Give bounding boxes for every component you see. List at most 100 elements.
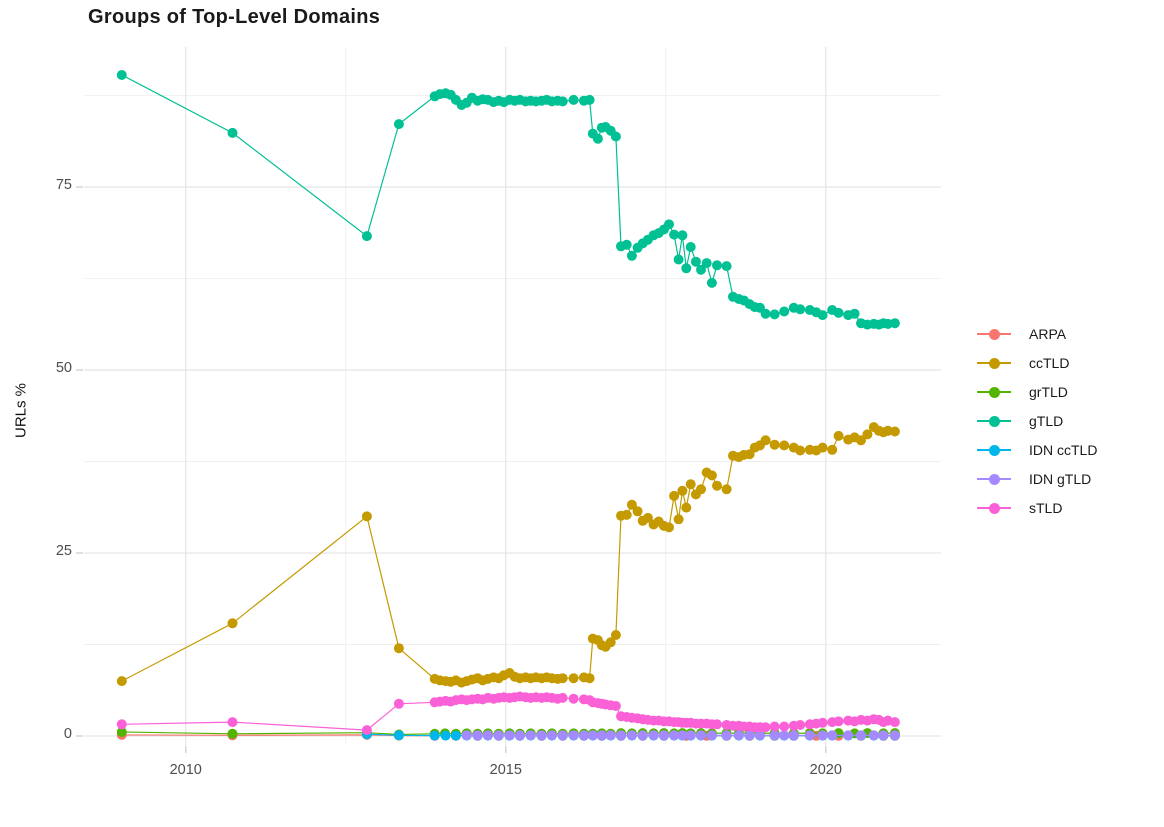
data-point-gtld xyxy=(701,258,712,269)
data-point-cctld xyxy=(817,442,828,453)
data-point-gtld xyxy=(817,310,828,321)
data-point-idn-gtld xyxy=(546,730,557,741)
data-point-cctld xyxy=(621,509,632,520)
legend-label: ARPA xyxy=(1029,325,1067,342)
legend-dot-icon xyxy=(989,502,1000,514)
data-point-stld xyxy=(712,719,722,730)
chart-title: Groups of Top-Level Domains xyxy=(88,6,381,28)
legend-label: gTLD xyxy=(1029,412,1064,429)
data-point-idn-cctld xyxy=(440,730,451,741)
data-point-cctld xyxy=(681,502,692,513)
data-point-gtld xyxy=(849,308,860,319)
data-point-stld xyxy=(610,701,621,711)
data-point-stld xyxy=(393,698,404,709)
data-point-idn-cctld xyxy=(393,730,404,741)
data-point-idn-gtld xyxy=(616,730,626,741)
data-point-idn-gtld xyxy=(733,730,744,741)
data-point-gtld xyxy=(690,256,701,267)
y-axis-title: URLs % xyxy=(12,383,30,439)
series-points-gtld xyxy=(116,70,900,330)
data-point-cctld xyxy=(393,643,404,654)
legend-label: IDN gTLD xyxy=(1029,470,1092,487)
data-point-gtld xyxy=(677,230,688,241)
data-point-cctld xyxy=(856,435,866,446)
legend-dot-icon xyxy=(989,328,1000,340)
legend-dot-icon xyxy=(989,415,1000,427)
data-point-idn-gtld xyxy=(596,730,607,741)
y-tick-label: 0 xyxy=(63,725,72,742)
legend: ARPA ccTLD grTLD gTLD IDN ccTLD IDN gTLD sTLD xyxy=(977,319,1097,522)
legend-label: IDN ccTLD xyxy=(1029,441,1098,458)
data-point-cctld xyxy=(610,630,621,640)
data-point-cctld xyxy=(889,426,900,437)
data-point-cctld xyxy=(557,673,568,684)
data-point-idn-gtld xyxy=(843,730,854,741)
data-point-cctld xyxy=(605,637,616,648)
legend-item-idn-cctld: IDN ccTLD xyxy=(977,435,1097,464)
data-point-idn-gtld xyxy=(868,730,879,741)
data-point-idn-cctld xyxy=(429,730,440,741)
data-point-gtld xyxy=(685,242,696,252)
data-point-gtld xyxy=(721,261,732,272)
data-point-gtld xyxy=(669,229,680,240)
data-point-idn-gtld xyxy=(587,730,598,741)
data-point-idn-gtld xyxy=(578,730,589,741)
data-point-cctld xyxy=(769,439,780,450)
data-point-idn-gtld xyxy=(721,730,732,741)
data-point-idn-gtld xyxy=(669,730,680,741)
legend-dot-icon xyxy=(989,473,1000,485)
y-tick-label: 25 xyxy=(55,543,72,559)
data-point-gtld xyxy=(584,94,595,105)
data-point-gtld xyxy=(673,254,684,265)
data-point-stld xyxy=(795,720,806,730)
data-point-stld xyxy=(557,692,568,703)
data-point-idn-gtld xyxy=(482,730,493,741)
legend-item-gtld: gTLD xyxy=(977,406,1097,435)
data-point-stld xyxy=(889,717,900,728)
data-point-idn-gtld xyxy=(788,730,799,741)
data-point-gtld xyxy=(760,308,771,319)
data-point-cctld xyxy=(833,430,844,441)
data-point-stld xyxy=(833,716,844,727)
legend-key-icon-idn-cctld xyxy=(977,444,1011,456)
data-point-idn-gtld xyxy=(648,730,659,741)
y-tick-label: 50 xyxy=(55,360,72,376)
data-point-gtld xyxy=(779,306,790,317)
data-point-idn-gtld xyxy=(504,730,515,741)
data-point-cctld xyxy=(779,440,790,451)
data-point-idn-gtld xyxy=(685,730,696,741)
data-point-idn-gtld xyxy=(461,730,472,741)
legend-label: sTLD xyxy=(1029,499,1063,516)
x-tick-label: 2010 xyxy=(169,762,202,778)
data-point-gtld xyxy=(557,96,568,107)
data-point-cctld xyxy=(632,506,643,517)
data-point-cctld xyxy=(568,673,579,684)
data-point-stld xyxy=(817,717,828,728)
data-point-cctld xyxy=(696,484,706,495)
data-point-cctld xyxy=(361,511,372,522)
legend-dot-icon xyxy=(989,357,1000,369)
data-point-idn-gtld xyxy=(677,730,688,741)
data-point-stld xyxy=(779,721,790,732)
data-point-stld xyxy=(769,721,780,732)
legend-key-icon-idn-gtld xyxy=(977,473,1011,485)
data-point-idn-gtld xyxy=(557,730,568,741)
data-point-idn-gtld xyxy=(626,730,637,741)
data-point-cctld xyxy=(712,480,722,491)
y-tick-label: 75 xyxy=(55,177,72,194)
data-point-idn-gtld xyxy=(525,730,536,741)
data-point-idn-gtld xyxy=(536,730,547,741)
legend-key-icon-gtld xyxy=(977,415,1011,427)
legend-dot-icon xyxy=(989,386,1000,398)
legend-key-icon-grtld xyxy=(977,386,1011,398)
legend-key-icon-cctld xyxy=(977,357,1011,369)
data-point-idn-gtld xyxy=(514,730,525,741)
data-point-idn-gtld xyxy=(568,730,579,741)
data-point-idn-gtld xyxy=(754,730,765,741)
data-point-cctld xyxy=(721,484,732,495)
data-point-stld xyxy=(568,693,579,704)
data-point-cctld xyxy=(584,673,595,684)
data-point-idn-gtld xyxy=(706,730,717,741)
